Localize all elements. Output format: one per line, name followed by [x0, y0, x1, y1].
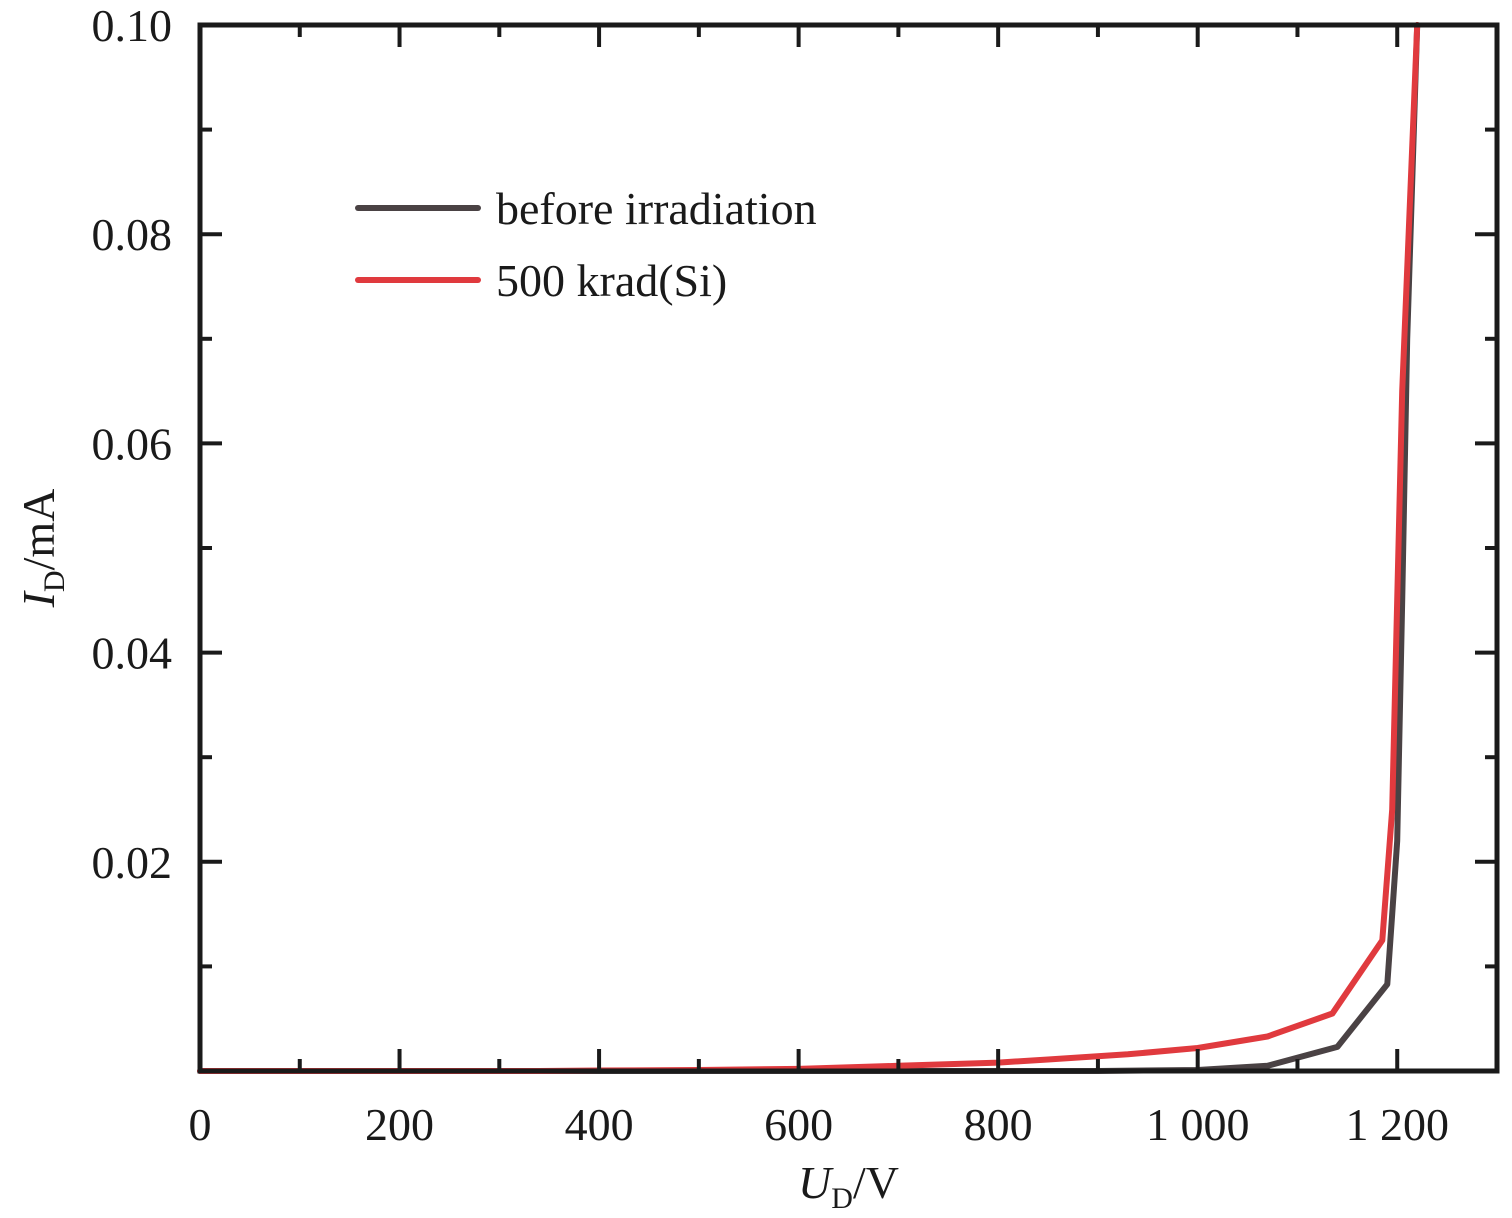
x-tick-label: 800 [964, 1099, 1033, 1150]
x-tick-label: 600 [764, 1099, 833, 1150]
label-layer: 0 200 400 600 800 1 000 1 200 0.02 0.04 0.06 0.08 0… [92, 0, 1449, 1150]
series-line-0 [197, 22, 1421, 1074]
tick-layer [198, 23, 1499, 1071]
plot-frame [197, 22, 1500, 1074]
y-tick-label: 0.10 [92, 0, 173, 51]
legend-label-before-irradiation: before irradiation [496, 183, 817, 234]
series-layer [197, 22, 1421, 1074]
y-axis-label-main: I [13, 589, 64, 608]
series-line-1 [197, 22, 1421, 1074]
x-axis-label-sub: D [831, 1182, 853, 1215]
y-tick-label: 0.08 [92, 209, 173, 260]
x-tick-label: 200 [365, 1099, 434, 1150]
y-tick-label: 0.06 [92, 418, 173, 469]
y-axis-label-sub: D [38, 570, 71, 592]
x-tick-label: 1 200 [1345, 1099, 1449, 1150]
x-tick-label: 400 [565, 1099, 634, 1150]
legend: before irradiation 500 krad(Si) [355, 183, 817, 306]
x-axis-label-unit: /V [853, 1157, 899, 1208]
legend-label-500-krad: 500 krad(Si) [496, 255, 727, 306]
x-axis-label-main: U [798, 1157, 834, 1208]
y-axis-label-unit: /mA [13, 489, 64, 571]
x-tick-label: 1 000 [1146, 1099, 1250, 1150]
y-tick-label: 0.04 [92, 628, 173, 679]
x-tick-label: 0 [189, 1099, 212, 1150]
x-axis-label: UD/V [798, 1157, 899, 1215]
y-axis-label: ID/mA [13, 489, 71, 609]
y-tick-label: 0.02 [92, 837, 173, 888]
